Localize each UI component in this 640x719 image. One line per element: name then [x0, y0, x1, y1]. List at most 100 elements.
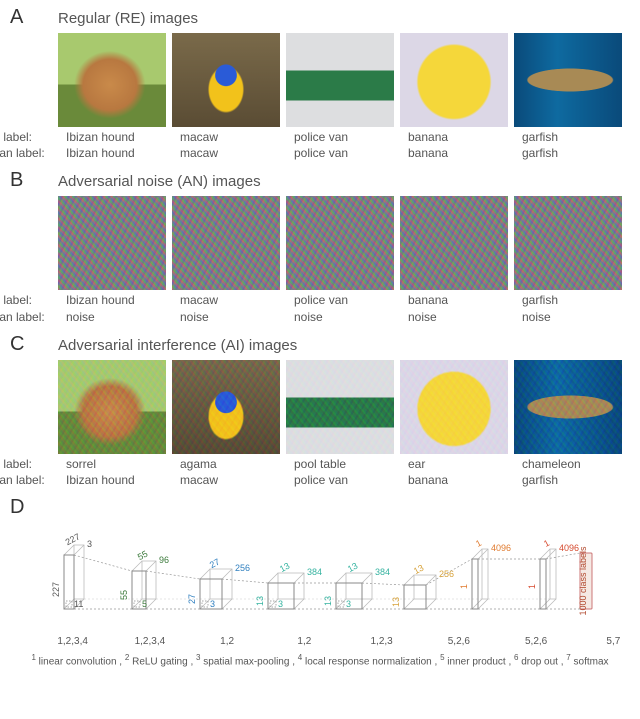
svg-text:384: 384 — [375, 567, 390, 577]
svg-text:13: 13 — [346, 561, 360, 575]
svg-text:5: 5 — [142, 599, 147, 609]
dnn-label: police van — [292, 292, 400, 308]
thumb-macaw-ai — [172, 360, 280, 454]
network-svg: 2272273115555965272725631313384313133843… — [36, 523, 626, 633]
human-label-key: Human label: — [0, 145, 58, 161]
dnn-label: sorrel — [64, 456, 172, 472]
human-label: Ibizan hound — [64, 145, 172, 161]
human-label: police van — [292, 145, 400, 161]
thumb-noise — [514, 196, 622, 290]
layer-ops: 1,2 — [288, 636, 321, 647]
panel-a-labels: DNN label: Ibizan hound macaw police van… — [0, 129, 630, 161]
dnn-label-key: DNN label: — [0, 292, 58, 308]
dnn-label: banana — [406, 129, 514, 145]
svg-text:1000 class labels: 1000 class labels — [578, 546, 588, 616]
layer-ops: 1,2,3,4 — [133, 636, 166, 647]
svg-text:27: 27 — [187, 594, 197, 604]
human-label: garfish — [520, 145, 628, 161]
panel-b-header: B Adversarial noise (AN) images — [10, 169, 630, 192]
human-label: banana — [406, 145, 514, 161]
dnn-label-key: DNN label: — [0, 456, 58, 472]
svg-text:13: 13 — [255, 596, 265, 606]
panel-b-labels: DNN label: Ibizan hound macaw police van… — [0, 292, 630, 324]
ops-legend: 1 linear convolution , 2 ReLU gating , 3… — [10, 653, 630, 667]
svg-text:4096: 4096 — [491, 543, 511, 553]
human-label: Ibizan hound — [64, 472, 172, 488]
dnn-label: macaw — [178, 129, 286, 145]
dnn-label: ear — [406, 456, 514, 472]
thumb-van-ai — [286, 360, 394, 454]
human-label: garfish — [520, 472, 628, 488]
panel-c-letter: C — [10, 333, 58, 356]
svg-text:1: 1 — [474, 538, 483, 549]
human-label: police van — [292, 472, 400, 488]
thumb-garfish-ai — [514, 360, 622, 454]
panel-a-letter: A — [10, 6, 58, 29]
panel-b-letter: B — [10, 169, 58, 192]
svg-text:3: 3 — [278, 599, 283, 609]
dnn-label-key: DNN label: — [0, 129, 58, 145]
human-label: noise — [406, 309, 514, 325]
dnn-label: banana — [406, 292, 514, 308]
thumb-dog-ai — [58, 360, 166, 454]
svg-text:1: 1 — [542, 538, 551, 549]
thumb-van — [286, 33, 394, 127]
panel-d-letter: D — [10, 496, 58, 519]
dnn-label: garfish — [520, 292, 628, 308]
dnn-label: macaw — [178, 292, 286, 308]
dnn-label: pool table — [292, 456, 400, 472]
human-label: banana — [406, 472, 514, 488]
svg-text:55: 55 — [119, 590, 129, 600]
human-label-key: Human label: — [0, 472, 58, 488]
human-label: noise — [292, 309, 400, 325]
svg-text:1: 1 — [527, 584, 537, 589]
svg-text:384: 384 — [307, 567, 322, 577]
layer-ops: 5,2,6 — [442, 636, 475, 647]
dnn-label: chameleon — [520, 456, 628, 472]
dnn-label: Ibizan hound — [64, 129, 172, 145]
thumb-noise — [286, 196, 394, 290]
panel-c: C Adversarial interference (AI) images D… — [10, 333, 630, 488]
dnn-label: police van — [292, 129, 400, 145]
human-label: noise — [64, 309, 172, 325]
svg-text:256: 256 — [439, 569, 454, 579]
panel-d-header: D — [10, 496, 630, 519]
svg-text:27: 27 — [208, 557, 222, 571]
thumb-noise — [172, 196, 280, 290]
human-label: noise — [520, 309, 628, 325]
thumb-macaw — [172, 33, 280, 127]
svg-text:13: 13 — [323, 596, 333, 606]
panel-b-title: Adversarial noise (AN) images — [58, 173, 261, 190]
panel-b-thumbs — [58, 196, 630, 290]
panel-b: B Adversarial noise (AN) images DNN labe… — [10, 169, 630, 324]
svg-text:96: 96 — [159, 555, 169, 565]
dnn-label: Ibizan hound — [64, 292, 172, 308]
panel-c-title: Adversarial interference (AI) images — [58, 337, 297, 354]
layer-ops: 5,7 — [597, 636, 630, 647]
human-label: noise — [178, 309, 286, 325]
layer-ops: 1,2,3 — [365, 636, 398, 647]
thumb-noise — [400, 196, 508, 290]
svg-text:256: 256 — [235, 563, 250, 573]
thumb-banana-ai — [400, 360, 508, 454]
panel-a-thumbs — [58, 33, 630, 127]
thumb-banana — [400, 33, 508, 127]
svg-text:13: 13 — [391, 597, 401, 607]
human-label: macaw — [178, 145, 286, 161]
panel-c-header: C Adversarial interference (AI) images — [10, 333, 630, 356]
dnn-label: agama — [178, 456, 286, 472]
layer-ops: 1,2 — [211, 636, 244, 647]
svg-text:1: 1 — [459, 584, 469, 589]
thumb-noise — [58, 196, 166, 290]
panel-d: D 22722731155559652727256313133843131338… — [10, 496, 630, 667]
svg-text:3: 3 — [346, 599, 351, 609]
svg-text:227: 227 — [51, 582, 61, 597]
human-label: macaw — [178, 472, 286, 488]
human-label-key: Human label: — [0, 309, 58, 325]
network-diagram: 2272273115555965272725631313384313133843… — [36, 523, 630, 638]
svg-text:4096: 4096 — [559, 543, 579, 553]
svg-text:11: 11 — [74, 599, 83, 609]
svg-text:13: 13 — [278, 561, 292, 575]
layer-ops: 1,2,3,4 — [56, 636, 89, 647]
thumb-garfish — [514, 33, 622, 127]
